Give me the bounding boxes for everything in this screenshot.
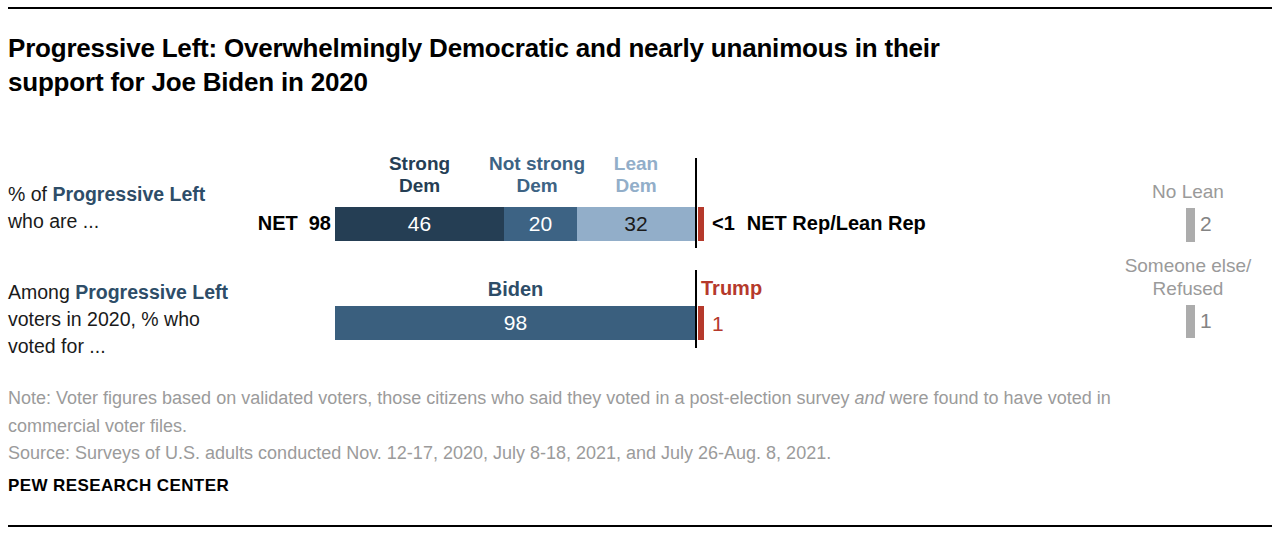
someone-else-label: Someone else/ Refused bbox=[1108, 254, 1268, 300]
net-value: 98 bbox=[309, 212, 331, 234]
bottom-divider bbox=[8, 525, 1272, 527]
no-lean-bar bbox=[1186, 208, 1195, 242]
row2-label: Among Progressive Left voters in 2020, %… bbox=[8, 279, 228, 360]
title-line-1: Progressive Left: Overwhelmingly Democra… bbox=[8, 31, 940, 65]
legend-trump: Trump bbox=[701, 277, 762, 300]
pew-research-center-wordmark: PEW RESEARCH CENTER bbox=[8, 476, 229, 496]
row1-stacked-bar: 46 20 32 bbox=[335, 207, 695, 241]
row2-trump-bar bbox=[698, 306, 704, 340]
no-lean-value: 2 bbox=[1200, 212, 1212, 236]
row1-rep-annotation: <1 NET Rep/Lean Rep bbox=[712, 212, 926, 235]
note-line-1: Note: Voter figures based on validated v… bbox=[8, 385, 1111, 413]
legend-lean-dem: Lean Dem bbox=[577, 153, 695, 197]
trump-bar-value: 1 bbox=[712, 312, 724, 336]
top-divider bbox=[8, 7, 1272, 9]
note-italic-and: and bbox=[854, 388, 884, 408]
title-line-2: support for Joe Biden in 2020 bbox=[8, 65, 940, 99]
row1-rep-bar bbox=[698, 207, 704, 241]
row2-baseline bbox=[695, 270, 697, 348]
rep-value: <1 bbox=[712, 212, 735, 234]
note-line-2: commercial voter files. bbox=[8, 413, 1111, 441]
row1-net-label: NET 98 bbox=[180, 212, 331, 235]
someone-else-value: 1 bbox=[1200, 309, 1212, 333]
bar-segment-lean-dem: 32 bbox=[577, 207, 695, 241]
footnote: Note: Voter figures based on validated v… bbox=[8, 385, 1111, 468]
row2-label-group: Progressive Left bbox=[75, 281, 228, 303]
row1-label-line2: who are ... bbox=[8, 208, 205, 235]
row2-label-prefix: Among bbox=[8, 281, 75, 303]
no-lean-label: No Lean bbox=[1108, 180, 1268, 203]
page-title: Progressive Left: Overwhelmingly Democra… bbox=[8, 31, 940, 99]
legend-biden: Biden bbox=[335, 278, 696, 301]
biden-bar-value: 98 bbox=[335, 306, 696, 340]
row2-label-line3: voted for ... bbox=[8, 333, 228, 360]
row2-label-line2: voters in 2020, % who bbox=[8, 306, 228, 333]
chart-canvas: Progressive Left: Overwhelmingly Democra… bbox=[0, 0, 1280, 534]
row1-label-prefix: % of bbox=[8, 183, 52, 205]
row1-baseline bbox=[695, 158, 697, 248]
net-text: NET bbox=[258, 212, 298, 234]
someone-else-bar bbox=[1186, 305, 1195, 338]
rep-label: NET Rep/Lean Rep bbox=[747, 212, 926, 234]
row2-bar-biden: 98 bbox=[335, 306, 696, 340]
bar-segment-strong-dem: 46 bbox=[335, 207, 504, 241]
row1-label: % of Progressive Left who are ... bbox=[8, 181, 205, 235]
bar-segment-not-strong-dem: 20 bbox=[504, 207, 577, 241]
source-line: Source: Surveys of U.S. adults conducted… bbox=[8, 440, 1111, 468]
row1-label-group: Progressive Left bbox=[52, 183, 205, 205]
